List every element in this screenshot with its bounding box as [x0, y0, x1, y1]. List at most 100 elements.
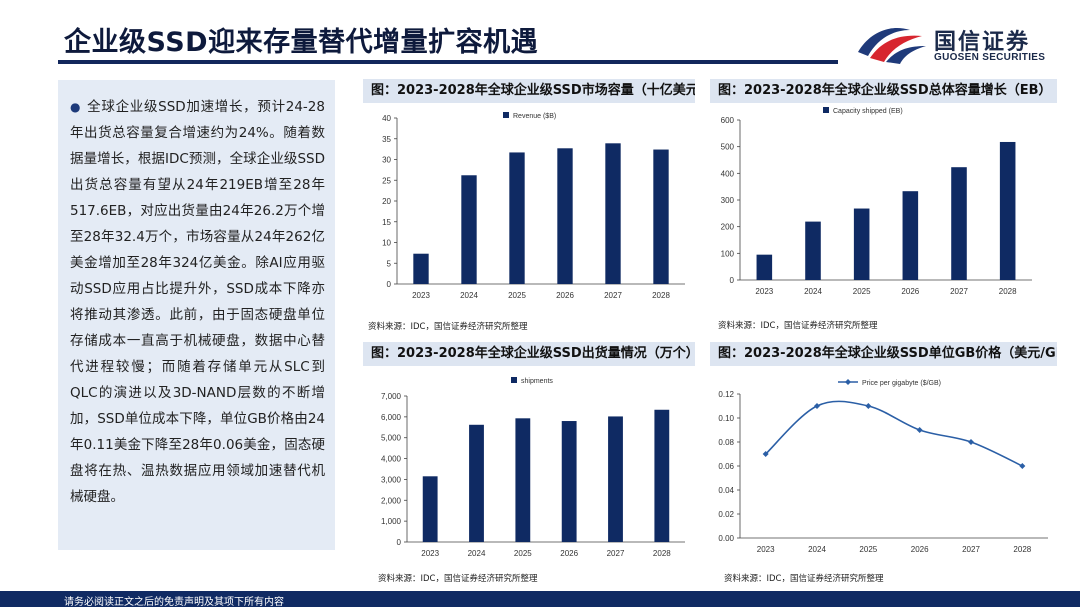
summary-paragraph: ● 全球企业级SSD加速增长，预计24-28年出货总容量复合增速约为24%。随着数…: [70, 94, 325, 510]
y-tick-label: 25: [382, 176, 391, 185]
y-tick-label: 30: [382, 156, 391, 165]
bar-2028: [654, 409, 670, 542]
bar-2025: [509, 152, 525, 284]
footer-disclaimer: 请务必阅读正文之后的免责声明及其项下所有内容: [64, 597, 284, 607]
summary-text-panel: ● 全球企业级SSD加速增长，预计24-28年出货总容量复合增速约为24%。随着数…: [58, 80, 335, 550]
x-tick-label: 2025: [859, 545, 877, 554]
bar-2026: [557, 148, 573, 284]
x-tick-label: 2024: [468, 549, 486, 558]
bar-2027: [608, 416, 623, 542]
page-title: 企业级SSD迎来存量替代增量扩容机遇: [64, 27, 539, 58]
x-tick-label: 2026: [556, 291, 574, 300]
point-2023: [762, 451, 769, 457]
chart-price-title: 图：2023-2028年全球企业级SSD单位GB价格（美元/GB）: [710, 342, 1057, 366]
x-tick-label: 2027: [604, 291, 622, 300]
point-2026: [916, 427, 923, 433]
legend-swatch: [823, 107, 829, 113]
legend-marker: [845, 379, 851, 385]
y-tick-label: 0.08: [718, 438, 734, 447]
chart-revenue-source: 资料来源：IDC，国信证券经济研究所整理: [368, 322, 528, 332]
y-tick-label: 0.10: [718, 414, 734, 423]
y-tick-label: 7,000: [381, 392, 402, 401]
y-tick-label: 6,000: [381, 413, 402, 422]
x-tick-label: 2023: [755, 287, 773, 296]
x-tick-label: 2028: [999, 287, 1017, 296]
x-tick-label: 2023: [421, 549, 439, 558]
bar-2024: [469, 424, 484, 542]
bar-2025: [515, 418, 531, 542]
legend-label: Revenue ($B): [513, 113, 556, 120]
bar-2024: [805, 221, 821, 280]
price-series-line: [765, 400, 1023, 467]
point-2024: [814, 403, 820, 409]
x-tick-label: 2026: [560, 549, 578, 558]
x-tick-label: 2025: [514, 549, 532, 558]
legend-label: Price per gigabyte ($/GB): [862, 380, 941, 387]
y-tick-label: 600: [721, 116, 735, 125]
y-tick-label: 15: [382, 218, 391, 227]
x-tick-label: 2024: [804, 287, 822, 296]
y-tick-label: 5: [387, 259, 392, 268]
y-tick-label: 3,000: [381, 475, 402, 484]
legend-label: shipments: [521, 378, 553, 385]
summary-text: 全球企业级SSD加速增长，预计24-28年出货总容量复合增速约为24%。随着数据…: [70, 99, 325, 505]
y-tick-label: 100: [721, 249, 735, 258]
bar-2028: [999, 141, 1016, 280]
chart-price-source: 资料来源：IDC，国信证券经济研究所整理: [724, 574, 884, 584]
y-tick-label: 0.00: [718, 534, 734, 543]
logo-english-name: GUOSEN SECURITIES: [934, 52, 1046, 63]
y-tick-label: 0: [387, 280, 392, 289]
bar-2028: [653, 149, 669, 284]
x-tick-label: 2023: [757, 545, 775, 554]
y-tick-label: 200: [721, 223, 735, 232]
chart-capacity-source: 资料来源：IDC，国信证券经济研究所整理: [718, 321, 878, 331]
chart-shipments: 0 1,000 2,000 3,000 4,000 5,000 6,000 7,000 2023…: [381, 377, 685, 558]
x-tick-label: 2025: [508, 291, 526, 300]
y-tick-label: 20: [382, 197, 391, 206]
chart-shipments-title: 图：2023-2028年全球企业级SSD出货量情况（万个）: [363, 342, 695, 366]
y-tick-label: 2,000: [381, 496, 402, 505]
x-tick-label: 2025: [853, 287, 871, 296]
bar-2024: [461, 175, 477, 284]
logo-chinese-name: 国信证券: [934, 30, 1031, 55]
y-tick-label: 300: [721, 196, 735, 205]
y-tick-label: 35: [382, 135, 391, 144]
y-tick-label: 4,000: [381, 455, 402, 464]
x-tick-label: 2028: [1013, 545, 1031, 554]
title-underline: [58, 60, 838, 64]
legend-swatch: [503, 112, 509, 118]
y-tick-label: 5,000: [381, 434, 402, 443]
bar-2027: [605, 143, 621, 284]
x-tick-label: 2024: [460, 291, 478, 300]
y-tick-label: 0.12: [718, 390, 734, 399]
bar-2026: [561, 421, 577, 542]
x-tick-label: 2027: [607, 549, 625, 558]
y-tick-label: 500: [721, 143, 735, 152]
x-tick-label: 2026: [901, 287, 919, 296]
x-tick-label: 2024: [808, 545, 826, 554]
y-tick-label: 1,000: [381, 517, 402, 526]
y-tick-label: 0: [730, 276, 735, 285]
y-tick-label: 0: [397, 538, 402, 547]
chart-revenue-title: 图：2023-2028年全球企业级SSD市场容量（十亿美元）: [363, 79, 695, 103]
y-tick-label: 0.06: [718, 462, 734, 471]
guosen-logo-icon: [858, 28, 926, 64]
bar-2023: [422, 476, 438, 542]
point-2028: [1019, 463, 1026, 469]
x-tick-label: 2023: [412, 291, 430, 300]
chart-capacity-title: 图：2023-2028年全球企业级SSD总体容量增长（EB）: [710, 79, 1057, 103]
bar-2023: [413, 253, 429, 284]
footer-bar: 请务必阅读正文之后的免责声明及其项下所有内容: [0, 591, 1080, 607]
bar-2026: [902, 191, 919, 280]
bar-2025: [853, 208, 870, 280]
x-tick-label: 2027: [962, 545, 980, 554]
chart-capacity: 0 100 200 300 400 500 600 2023 2024 2025 2026 2027 2…: [721, 107, 1032, 296]
point-2025: [865, 403, 872, 409]
chart-price: 0.00 0.02 0.04 0.06 0.08 0.10 0.12 2023 2024 2025…: [718, 379, 1048, 554]
y-tick-label: 10: [382, 239, 391, 248]
x-tick-label: 2028: [652, 291, 670, 300]
legend-label: Capacity shipped (EB): [833, 108, 903, 115]
y-tick-label: 400: [721, 169, 735, 178]
point-2027: [968, 439, 974, 445]
